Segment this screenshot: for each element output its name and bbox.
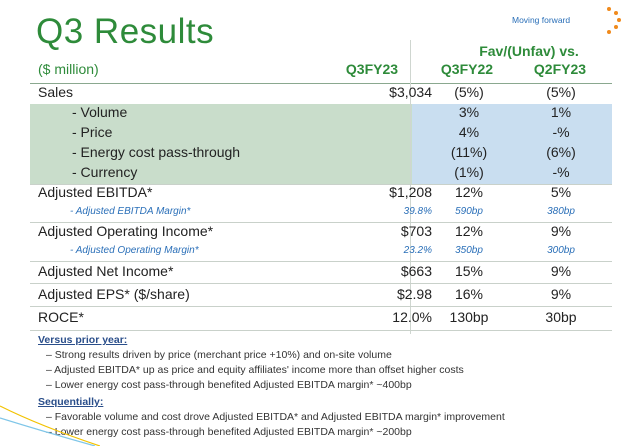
cell-q3fy23: $2.98 <box>396 286 432 302</box>
row-label: - Energy cost pass-through <box>72 144 241 160</box>
notes-prior-year-heading: Versus prior year: <box>38 334 128 346</box>
note-item: – Lower energy cost pass-through benefit… <box>46 426 412 438</box>
column-separator <box>410 40 411 334</box>
col-header-q3fy22: Q3FY22 <box>440 61 494 77</box>
cell-q3fy23: $663 <box>400 263 432 279</box>
row-divider <box>30 306 612 307</box>
company-logo <box>607 7 621 34</box>
row-label: Adjusted EBITDA* <box>38 184 153 200</box>
cell-q3fy22: (1%) <box>454 164 484 180</box>
notes-sequential-heading: Sequentially: <box>38 396 104 408</box>
row-label: Adjusted Net Income* <box>38 263 174 279</box>
note-item: – Favorable volume and cost drove Adjust… <box>46 411 505 423</box>
cell-q2fy23: 30bp <box>545 309 577 325</box>
row-divider <box>30 283 612 284</box>
cell-q2fy23: 9% <box>550 223 572 239</box>
cell-q3fy23: $3,034 <box>389 84 432 100</box>
row-divider <box>30 261 612 262</box>
row-label: - Price <box>72 124 113 140</box>
sales-breakdown-shade <box>30 104 412 184</box>
cell-q3fy23: 39.8% <box>403 206 432 217</box>
cell-q3fy22: 12% <box>454 184 484 200</box>
cell-q2fy23: (6%) <box>546 144 576 160</box>
cell-q3fy23: $703 <box>400 223 432 239</box>
row-label: - Adjusted EBITDA Margin* <box>70 206 191 217</box>
sales-breakdown-shade-blue <box>412 104 612 184</box>
note-item: – Strong results driven by price (mercha… <box>46 349 392 361</box>
cell-q3fy23: $1,208 <box>389 184 432 200</box>
cell-q2fy23: -% <box>552 164 570 180</box>
decorative-swoosh <box>0 405 100 446</box>
row-label: Adjusted Operating Income* <box>38 223 214 239</box>
cell-q3fy23: 23.2% <box>403 245 432 256</box>
tagline: Moving forward <box>512 15 571 25</box>
cell-q3fy22: 350bp <box>455 245 483 256</box>
row-divider <box>30 184 612 185</box>
cell-q2fy23: 9% <box>550 263 572 279</box>
note-item: – Lower energy cost pass-through benefit… <box>46 379 412 391</box>
col-header-q3fy23: Q3FY23 <box>345 61 399 77</box>
cell-q2fy23: 1% <box>550 104 572 120</box>
row-label: ROCE* <box>38 309 84 325</box>
cell-q3fy23: 12.0% <box>392 309 432 325</box>
row-label: Sales <box>38 84 74 100</box>
header-divider <box>30 83 612 84</box>
cell-q3fy22: 15% <box>454 263 484 279</box>
cell-q2fy23: 5% <box>550 184 572 200</box>
row-label: - Currency <box>72 164 138 180</box>
cell-q2fy23: 9% <box>550 286 572 302</box>
note-item: – Adjusted EBITDA* up as price and equit… <box>46 364 464 376</box>
col-header-q2fy23: Q2FY23 <box>533 61 587 77</box>
row-label: - Adjusted Operating Margin* <box>70 245 199 256</box>
cell-q2fy23: 380bp <box>547 206 575 217</box>
unit-label: ($ million) <box>38 61 99 77</box>
cell-q3fy22: 3% <box>458 104 480 120</box>
cell-q3fy22: 4% <box>458 124 480 140</box>
row-divider <box>30 330 612 331</box>
cell-q3fy22: 16% <box>454 286 484 302</box>
fav-unfav-header: Fav/(Unfav) vs. <box>479 43 579 59</box>
cell-q3fy22: 590bp <box>455 206 483 217</box>
cell-q2fy23: (5%) <box>546 84 576 100</box>
page-title: Q3 Results <box>36 12 215 51</box>
cell-q2fy23: -% <box>552 124 570 140</box>
row-divider <box>30 222 612 223</box>
cell-q2fy23: 300bp <box>547 245 575 256</box>
cell-q3fy22: (5%) <box>454 84 484 100</box>
row-label: Adjusted EPS* ($/share) <box>38 286 190 302</box>
cell-q3fy22: 130bp <box>449 309 489 325</box>
cell-q3fy22: 12% <box>454 223 484 239</box>
row-label: - Volume <box>72 104 128 120</box>
cell-q3fy22: (11%) <box>450 144 488 160</box>
